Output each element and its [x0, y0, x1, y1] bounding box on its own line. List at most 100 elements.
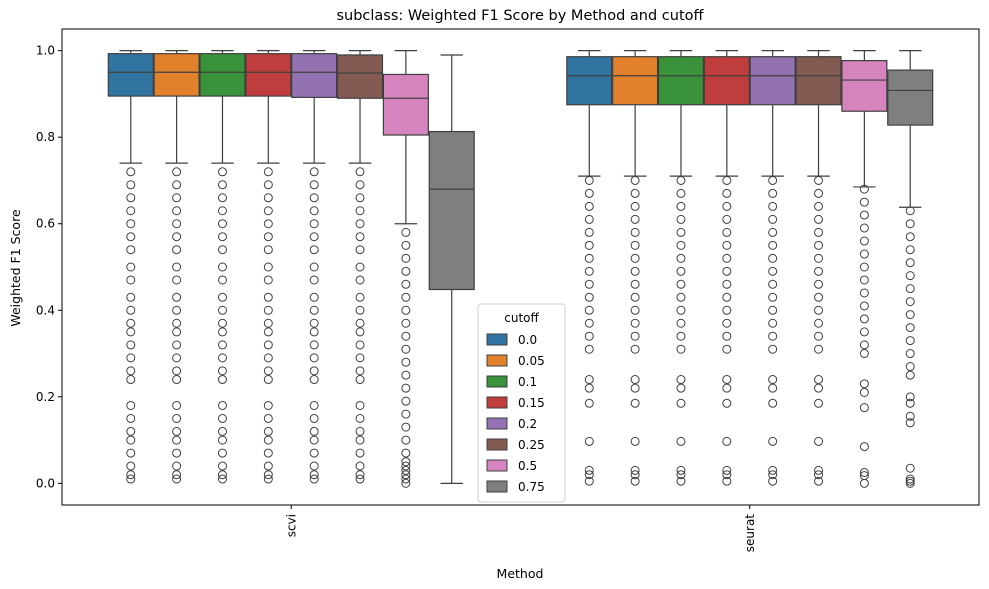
outlier-point [905, 206, 915, 216]
outlier-point [676, 188, 686, 198]
box-iqr [657, 56, 705, 106]
outlier-point [676, 201, 686, 211]
outlier-point [630, 318, 640, 328]
outlier-point [309, 232, 319, 242]
outlier-point [859, 223, 869, 233]
outlier-point [630, 240, 640, 250]
outlier-point [584, 188, 594, 198]
legend-entry-0_5: 0.5 [486, 459, 537, 473]
outlier-point [263, 305, 273, 315]
outlier-point [217, 305, 227, 315]
box-0_1-scvi [199, 50, 246, 484]
outlier-point [905, 362, 915, 372]
outlier-point [355, 275, 365, 285]
outlier-point [859, 442, 869, 452]
outlier-point [722, 279, 732, 289]
box-0_5-seurat [841, 50, 888, 488]
outlier-point [309, 262, 319, 272]
outlier-point [309, 275, 319, 285]
outlier-point [355, 245, 365, 255]
outlier-point [768, 227, 778, 237]
outlier-point [676, 305, 686, 315]
legend-swatch [486, 354, 508, 367]
y-tick-label: 0.6 [36, 217, 55, 231]
outlier-point [905, 476, 915, 486]
outlier-point [722, 266, 732, 276]
outlier-point [859, 184, 869, 194]
outlier-point [722, 201, 732, 211]
outlier-point [630, 465, 640, 475]
outlier-point [263, 426, 273, 436]
outlier-point [126, 206, 136, 216]
outlier-point [676, 470, 686, 480]
box-0_25-seurat [795, 50, 842, 486]
outlier-point [584, 318, 594, 328]
outlier-point [355, 262, 365, 272]
box-iqr [566, 56, 613, 106]
box-iqr [749, 56, 796, 106]
outlier-point [814, 279, 824, 289]
outlier-point [309, 400, 319, 410]
outlier-point [309, 167, 319, 177]
legend-entry-0_15: 0.15 [486, 396, 545, 410]
outlier-point [217, 470, 227, 480]
outlier-point [172, 448, 182, 458]
outlier-point [401, 409, 411, 419]
outlier-point [263, 375, 273, 385]
outlier-point [309, 435, 319, 445]
outlier-point [905, 245, 915, 255]
outlier-point [172, 193, 182, 203]
outlier-point [768, 344, 778, 354]
y-tick-label: 0.2 [36, 390, 55, 404]
outlier-point [814, 188, 824, 198]
outlier-point [768, 214, 778, 224]
legend-box [477, 303, 566, 503]
outlier-point [630, 266, 640, 276]
legend-label: 0.1 [518, 375, 537, 389]
outlier-point [401, 370, 411, 380]
outlier-point [355, 327, 365, 337]
outlier-point [263, 275, 273, 285]
outlier-point [126, 262, 136, 272]
outlier-point [584, 465, 594, 475]
outlier-point [905, 478, 915, 488]
outlier-point [768, 292, 778, 302]
box-iqr [199, 53, 246, 97]
outlier-point [722, 253, 732, 263]
box-iqr [612, 56, 659, 106]
outlier-point [722, 214, 732, 224]
outlier-point [126, 470, 136, 480]
outlier-point [263, 461, 273, 471]
outlier-point [172, 305, 182, 315]
outlier-point [309, 180, 319, 190]
outlier-point [355, 375, 365, 385]
outlier-point [355, 219, 365, 229]
outlier-point [172, 167, 182, 177]
outlier-point [126, 366, 136, 376]
outlier-point [859, 249, 869, 259]
outlier-point [676, 383, 686, 393]
outlier-point [217, 193, 227, 203]
outlier-point [905, 297, 915, 307]
outlier-point [401, 470, 411, 480]
outlier-point [401, 331, 411, 341]
outlier-point [217, 327, 227, 337]
outlier-point [905, 258, 915, 268]
outlier-point [126, 245, 136, 255]
legend-swatch [486, 375, 508, 388]
outlier-point [263, 400, 273, 410]
outlier-point [814, 253, 824, 263]
box-iqr [841, 59, 888, 112]
outlier-point [768, 470, 778, 480]
outlier-point [630, 175, 640, 185]
outlier-point [355, 435, 365, 445]
legend-entry-0_0: 0.0 [486, 333, 537, 347]
outlier-point [768, 266, 778, 276]
outlier-point [172, 353, 182, 363]
outlier-point [217, 435, 227, 445]
outlier-point [309, 461, 319, 471]
outlier-point [814, 175, 824, 185]
outlier-point [722, 292, 732, 302]
box-0_15-seurat [703, 50, 750, 486]
